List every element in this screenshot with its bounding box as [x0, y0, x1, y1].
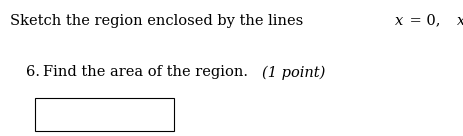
Text: = 0,: = 0, — [404, 14, 444, 28]
Text: Find the area of the region.: Find the area of the region. — [43, 65, 247, 79]
Text: x: x — [394, 14, 402, 28]
Bar — [35, 98, 174, 131]
Text: Sketch the region enclosed by the lines: Sketch the region enclosed by the lines — [10, 14, 307, 28]
Text: 6.: 6. — [25, 65, 39, 79]
Text: (1 point): (1 point) — [262, 65, 325, 80]
Text: x: x — [456, 14, 463, 28]
